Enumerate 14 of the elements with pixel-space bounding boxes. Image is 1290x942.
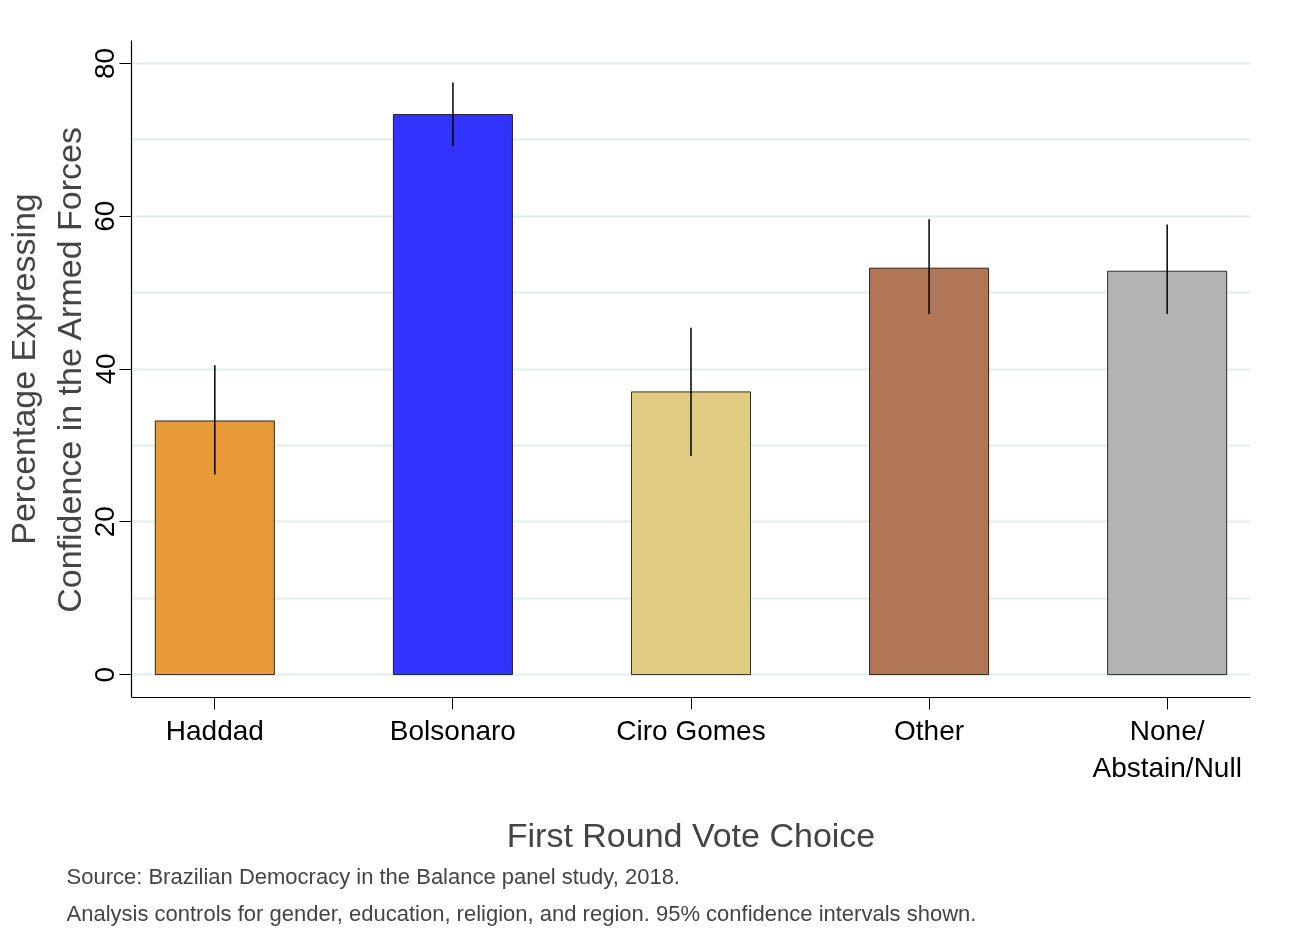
x-axis-title: First Round Vote Choice [506,815,876,854]
x-tick-label: None/ Abstain/Null [1092,714,1242,783]
y-axis-title: Percentage Expressing Confidence in the Armed Forces [3,127,88,613]
x-tick-label: Other [894,714,965,746]
y-tick-label: 0 [89,666,121,683]
y-tick-label: 60 [89,200,121,232]
y-tick-label: 40 [89,353,121,385]
x-tick-label: Ciro Gomes [616,714,766,746]
y-tick-label: 80 [89,47,121,79]
y-tick-label: 20 [89,506,121,538]
x-tick-label: Bolsonaro [389,714,516,746]
source-note: Source: Brazilian Democracy in the Balance panel study, 2018. [66,863,680,889]
x-tick-label: Haddad [165,714,264,746]
text: Analysis controls for gender, education, religion, and region. 95% confidence intervals shown. [66,900,977,926]
